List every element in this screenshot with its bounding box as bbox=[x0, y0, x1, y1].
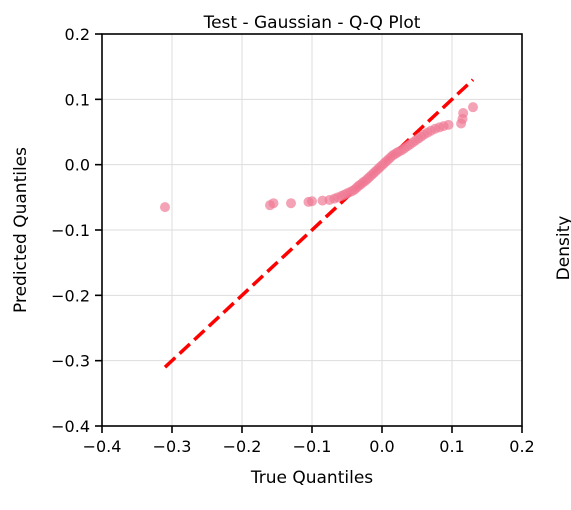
y-tick-label: −0.3 bbox=[51, 352, 90, 371]
y-tick-label: −0.4 bbox=[51, 417, 90, 436]
data-point bbox=[307, 196, 317, 207]
x-axis-ticks: −0.4 −0.3 −0.2 −0.1 0.0 0.1 0.2 bbox=[83, 426, 535, 456]
data-point bbox=[443, 119, 454, 130]
y-tick-label: 0.1 bbox=[65, 90, 90, 109]
y-tick-label: −0.1 bbox=[51, 221, 90, 240]
y-tick-label: 0.0 bbox=[65, 156, 90, 175]
x-tick-label: −0.4 bbox=[83, 437, 122, 456]
x-tick-label: −0.2 bbox=[223, 437, 262, 456]
y-tick-label: 0.2 bbox=[65, 25, 90, 44]
x-tick-label: −0.1 bbox=[293, 437, 332, 456]
reference-line bbox=[163, 78, 475, 369]
chart-title: Test - Gaussian - Q-Q Plot bbox=[203, 13, 421, 33]
x-axis-label: True Quantiles bbox=[250, 468, 373, 488]
data-point bbox=[160, 202, 170, 213]
reference-line-group bbox=[163, 78, 475, 369]
data-point bbox=[268, 198, 279, 209]
y-axis-ticks: −0.4 −0.3 −0.2 −0.1 0.0 0.1 0.2 bbox=[51, 25, 102, 436]
x-tick-label: −0.3 bbox=[153, 437, 192, 456]
data-point bbox=[468, 102, 478, 113]
y-axis-label: Predicted Quantiles bbox=[11, 147, 31, 313]
x-tick-label: 0.2 bbox=[509, 437, 534, 456]
x-tick-label: 0.1 bbox=[439, 437, 464, 456]
y-tick-label: −0.2 bbox=[51, 286, 90, 305]
data-point bbox=[286, 198, 296, 209]
x-tick-label: 0.0 bbox=[369, 437, 394, 456]
data-point bbox=[458, 108, 469, 119]
side-panel-label: Density bbox=[554, 216, 571, 281]
points-group bbox=[160, 102, 478, 213]
